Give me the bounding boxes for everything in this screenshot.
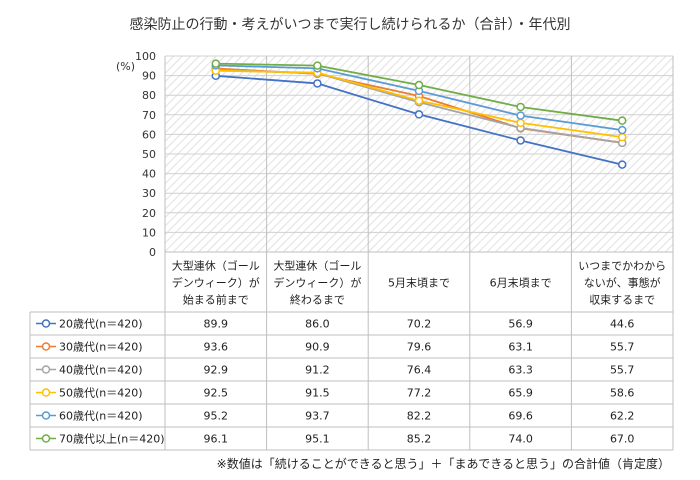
data-value-label: 56.9 [508,318,533,331]
data-value-label: 95.1 [305,433,330,446]
y-tick-label: 70 [142,109,156,122]
data-value-label: 63.3 [508,364,533,377]
data-value-label: 55.7 [610,364,635,377]
data-value-label: 95.2 [204,410,229,423]
data-value-label: 90.9 [305,341,330,354]
y-tick-label: 30 [142,187,156,200]
data-value-label: 85.2 [407,433,432,446]
data-value-label: 67.0 [610,433,635,446]
legend-series-name: 70歳代以上(n＝420) [59,433,165,446]
data-point [414,110,424,119]
y-axis-ticks: 0 10 20 30 40 50 60 70 80 90 100 [135,50,156,259]
data-point [414,80,424,90]
data-value-label: 44.6 [610,318,635,331]
data-value-label: 63.1 [508,341,533,354]
legend-key-marker [41,411,51,420]
legend-key-marker [41,342,51,351]
data-value-label: 92.9 [204,364,229,377]
legend-series-name: 40歳代(n＝420) [59,364,143,377]
data-value-label: 93.6 [204,341,229,354]
data-value-label: 55.7 [610,341,635,354]
chart-title: 感染防止の行動・考えがいつまで実行し続けられるか（合計）・年代別 [129,17,571,33]
data-value-label: 93.7 [305,410,330,423]
data-value-label: 62.2 [610,410,635,423]
data-point [617,116,627,125]
data-point [516,118,525,128]
data-value-label: 79.6 [407,341,432,354]
y-tick-label: 80 [142,89,156,102]
y-tick-label: 40 [142,168,156,181]
data-value-label: 74.0 [508,433,533,446]
data-value-label: 96.1 [204,433,229,446]
y-tick-label: 100 [135,50,156,63]
x-category-label: 5月末頃まで [388,276,450,290]
legend-key-marker [41,434,51,443]
data-point [313,79,322,88]
data-value-label: 69.6 [508,410,533,423]
legend-series-name: 50歳代(n＝420) [59,387,143,400]
y-tick-label: 10 [142,226,156,239]
legend-series-name: 20歳代(n＝420) [59,318,143,331]
data-value-label: 89.9 [204,318,229,331]
legend-key-marker [41,319,51,328]
data-value-label: 91.2 [305,364,330,377]
data-table: 大型連休（ゴールデンウィーク）が始まる前まで大型連休（ゴールデンウィーク）が終わ… [29,56,674,451]
y-tick-label: 50 [142,148,156,161]
legend-key-marker [41,388,51,397]
data-point [211,59,221,68]
data-value-label: 86.0 [305,318,330,331]
data-point [617,132,627,142]
y-tick-label: 20 [142,207,156,220]
x-category-label: 大型連休（ゴールデンウィーク）が始まる前まで [172,259,260,307]
data-point [516,136,525,145]
y-axis-unit: (%) [116,60,136,73]
y-tick-label: 60 [142,128,156,141]
data-value-label: 76.4 [407,364,432,377]
x-category-label: 6月末頃まで [490,276,552,290]
series-lines [211,59,627,169]
legend-series-name: 60歳代(n＝420) [59,410,143,423]
legend-key-marker [41,365,51,374]
data-point [617,125,627,135]
data-value-label: 77.2 [407,387,432,400]
data-point [516,102,525,112]
x-category-label: いつまでかわからないが、事態が収束するまで [578,260,666,307]
data-value-label: 58.6 [610,387,635,400]
data-point [313,61,322,70]
data-value-label: 70.2 [407,318,432,331]
data-point [516,111,525,120]
data-value-label: 91.5 [305,387,330,400]
data-value-label: 82.2 [407,410,432,423]
data-point [617,160,627,169]
x-category-label: 大型連休（ゴールデンウィーク）が終わるまで [273,259,361,307]
legend-series-name: 30歳代(n＝420) [59,341,143,354]
y-tick-label: 0 [149,246,156,259]
line-chart-with-data-table: 0 10 20 30 40 50 60 70 80 90 100 大型連休（ゴールデンウィーク）が始… [29,50,674,451]
footnote: ※数値は「続けることができると思う」＋「まあできると思う」の合計値（肯定度） [216,457,670,471]
data-value-label: 65.9 [508,387,533,400]
data-value-label: 92.5 [204,387,229,400]
y-tick-label: 90 [142,70,156,83]
data-point [414,96,424,105]
